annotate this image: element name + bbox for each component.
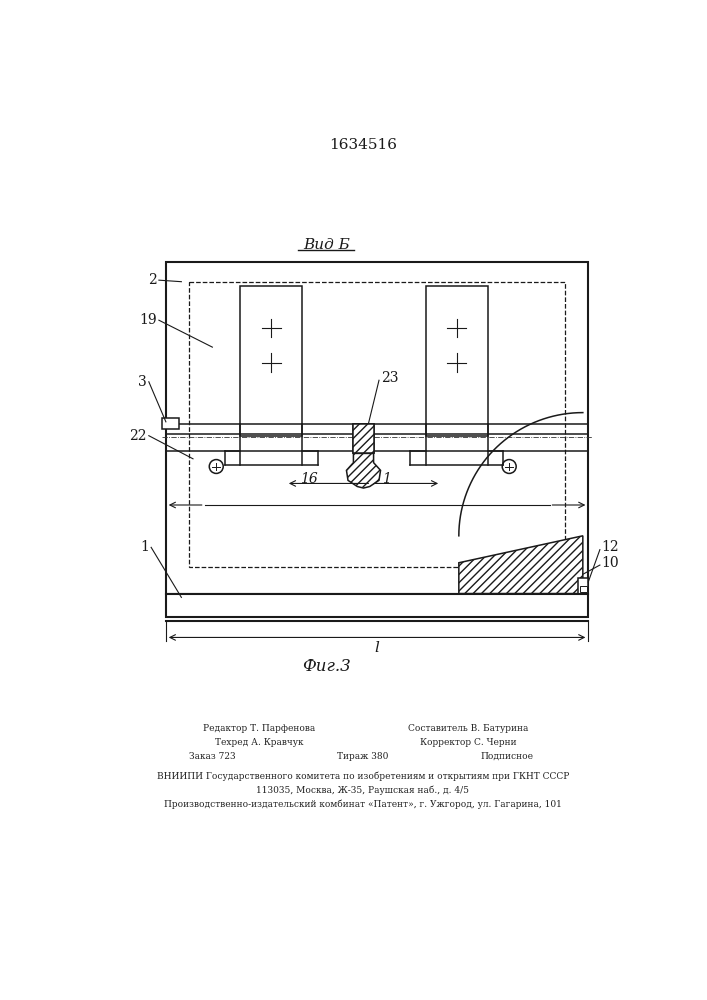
Bar	[166, 262, 588, 594]
Bar	[162, 418, 179, 429]
Text: Техред А. Кравчук: Техред А. Кравчук	[215, 738, 303, 747]
Text: 3: 3	[138, 375, 146, 389]
Text: 12: 12	[602, 540, 619, 554]
Text: Фиг.3: Фиг.3	[302, 658, 351, 675]
Text: Корректор С. Черни: Корректор С. Черни	[420, 738, 516, 747]
Text: 1: 1	[382, 472, 391, 486]
Text: 19: 19	[139, 313, 156, 327]
Bar	[580, 586, 587, 592]
Text: Тираж 380: Тираж 380	[337, 752, 388, 761]
Text: ВНИИПИ Государственного комитета по изобретениям и открытиям при ГКНТ СССР: ВНИИПИ Государственного комитета по изоб…	[156, 771, 569, 781]
Text: Производственно-издательский комбинат «Патент», г. Ужгород, ул. Гагарина, 101: Производственно-издательский комбинат «П…	[164, 799, 561, 809]
Bar	[578, 578, 588, 594]
Text: Редактор Т. Парфенова: Редактор Т. Парфенова	[203, 724, 315, 733]
Text: Составитель В. Батурина: Составитель В. Батурина	[408, 724, 528, 733]
Bar	[354, 424, 373, 453]
Text: Вид Б: Вид Б	[303, 238, 350, 252]
Bar	[189, 282, 565, 567]
Text: Подписное: Подписное	[480, 752, 533, 761]
Text: 1634516: 1634516	[329, 138, 397, 152]
Text: 113035, Москва, Ж-35, Раушская наб., д. 4/5: 113035, Москва, Ж-35, Раушская наб., д. …	[256, 785, 469, 795]
Text: 2: 2	[148, 273, 156, 287]
Text: 22: 22	[129, 429, 146, 443]
Text: Заказ 723: Заказ 723	[189, 752, 235, 761]
Bar	[426, 286, 488, 436]
Ellipse shape	[163, 417, 173, 430]
Bar	[166, 594, 588, 617]
Text: l: l	[375, 641, 380, 655]
Ellipse shape	[163, 417, 173, 430]
Bar	[354, 424, 373, 453]
Bar	[240, 286, 303, 436]
Polygon shape	[459, 536, 583, 594]
Text: 16: 16	[300, 472, 318, 486]
Text: 23: 23	[381, 371, 399, 385]
Polygon shape	[346, 453, 380, 488]
Text: 1: 1	[140, 540, 149, 554]
Text: 10: 10	[602, 556, 619, 570]
